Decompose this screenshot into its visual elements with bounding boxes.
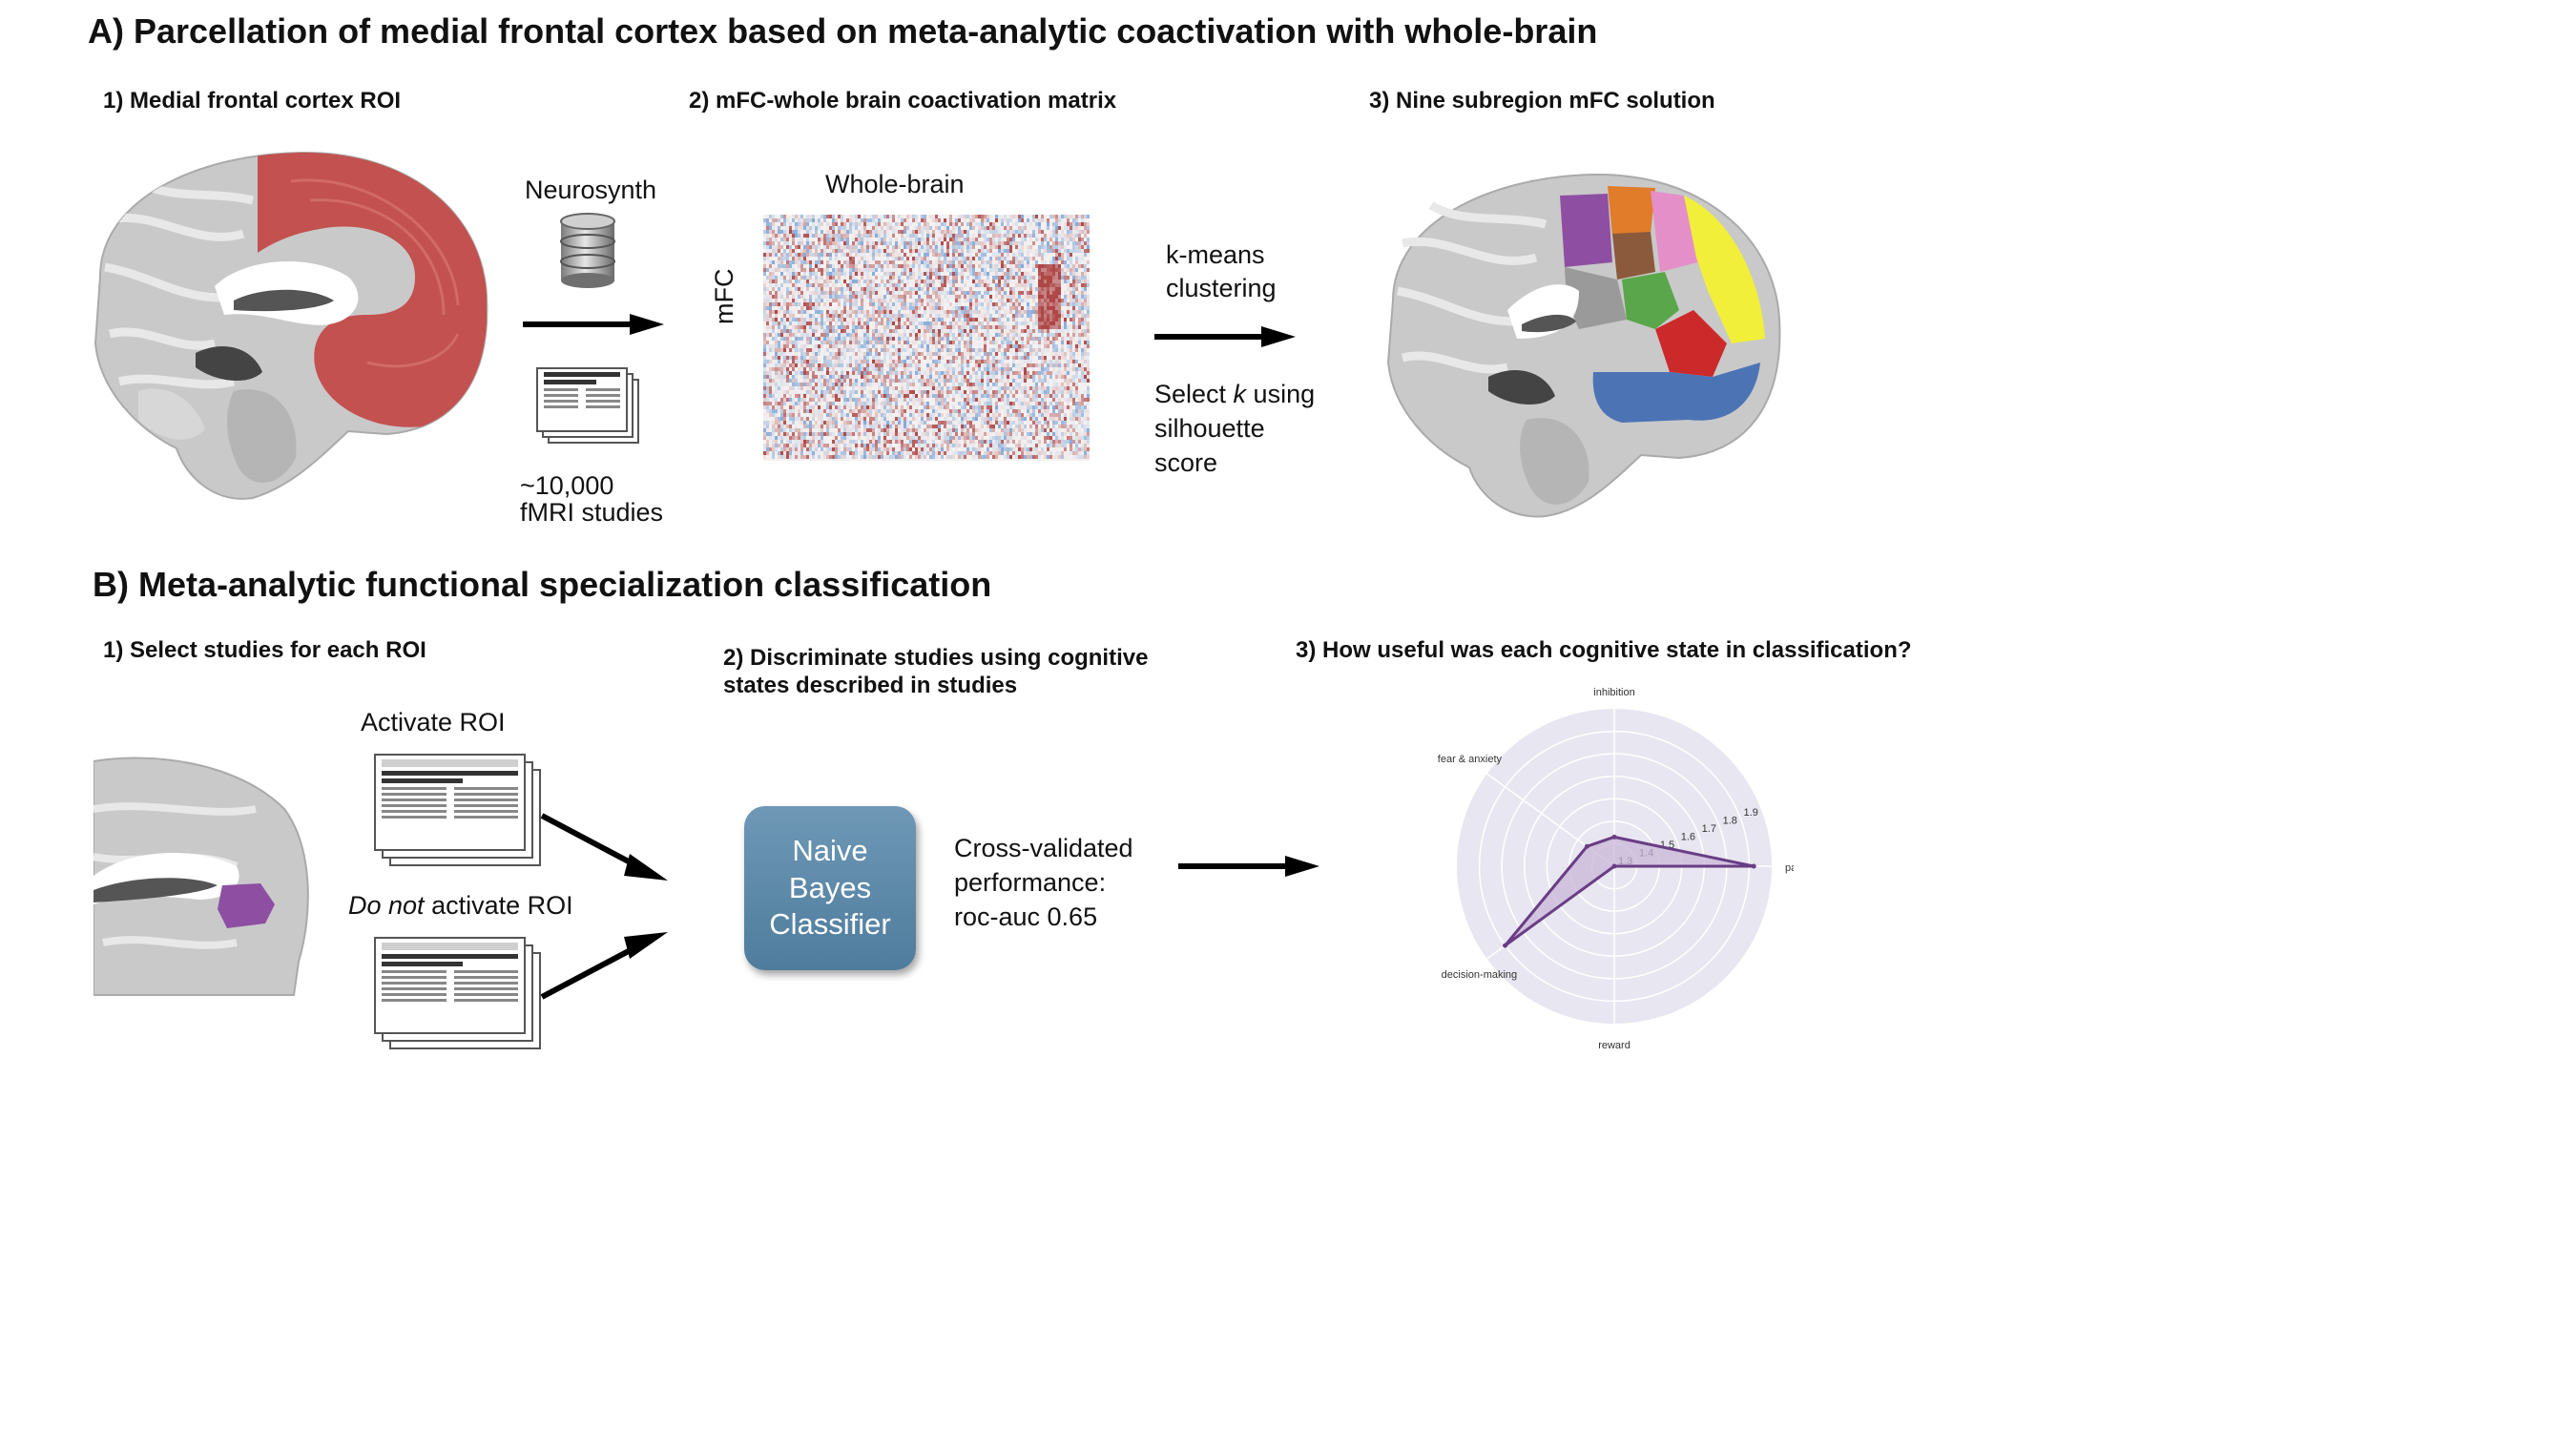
radar-axis-label: decision-making bbox=[1442, 969, 1517, 981]
kmeans-label: k-means bbox=[1166, 240, 1265, 269]
not-activate-roi-label: Do not activate ROI bbox=[348, 891, 573, 920]
database-icon bbox=[560, 213, 615, 288]
classifier-label-line3: Classifier bbox=[769, 907, 891, 942]
matrix-col-label: Whole-brain bbox=[825, 170, 965, 198]
section-a-title: A) Parcellation of medial frontal cortex… bbox=[88, 11, 1598, 51]
a-step2-title: 2) mFC-whole brain coactivation matrix bbox=[689, 88, 1117, 114]
select-k-label: Select k using bbox=[1154, 380, 1316, 408]
radar-tick-label: 1.9 bbox=[1744, 807, 1758, 819]
perf-label-line1: Cross-validated bbox=[954, 834, 1133, 862]
b-step1-title: 1) Select studies for each ROI bbox=[103, 637, 426, 663]
activate-roi-label: Activate ROI bbox=[361, 708, 506, 736]
classifier-label-line2: Bayes bbox=[788, 870, 872, 904]
classifier-label-line1: Naive bbox=[792, 833, 868, 867]
score-label: score bbox=[1154, 448, 1218, 477]
cognitive-state-radar-chart: 1.31.41.51.61.71.81.9inhibitionpainrewar… bbox=[1438, 687, 1794, 1049]
radar-tick-label: 1.7 bbox=[1702, 823, 1716, 835]
radar-axis-label: pain bbox=[1785, 862, 1794, 874]
coactivation-matrix-heatmap bbox=[763, 215, 1090, 461]
brain-mfc-roi-image bbox=[93, 151, 488, 500]
brain-nine-subregions-image bbox=[1386, 173, 1781, 518]
a-step1-title: 1) Medial frontal cortex ROI bbox=[103, 88, 402, 114]
radar-axis-label: fear & anxiety bbox=[1438, 754, 1503, 765]
b-step2-title-line2: states described in studies bbox=[723, 673, 1018, 698]
b-step3-title: 3) How useful was each cognitive state i… bbox=[1296, 637, 1912, 663]
neurosynth-label: Neurosynth bbox=[525, 176, 657, 204]
radar-data-point bbox=[1503, 943, 1508, 948]
radar-data-point bbox=[1611, 863, 1617, 869]
silhouette-label: silhouette bbox=[1154, 414, 1265, 443]
naive-bayes-classifier-box: Naive Bayes Classifier bbox=[744, 806, 916, 970]
converging-arrows-icon bbox=[540, 813, 668, 1000]
paper-stack-icon bbox=[536, 367, 639, 444]
radar-data-point bbox=[1611, 834, 1617, 840]
arrow-right-icon bbox=[1178, 856, 1319, 877]
studies-type-label: fMRI studies bbox=[520, 498, 664, 527]
perf-label-line3: roc-auc 0.65 bbox=[954, 902, 1098, 931]
a-step3-title: 3) Nine subregion mFC solution bbox=[1369, 88, 1715, 114]
brain-purple-roi-image bbox=[93, 757, 309, 996]
radar-tick-label: 1.8 bbox=[1723, 816, 1737, 827]
activate-papers-icon bbox=[374, 754, 541, 866]
radar-data-point bbox=[1751, 863, 1756, 869]
arrow-right-icon bbox=[1154, 326, 1296, 347]
radar-axis-label: reward bbox=[1598, 1040, 1631, 1049]
clustering-label: clustering bbox=[1166, 274, 1277, 302]
radar-data-point bbox=[1584, 843, 1589, 849]
studies-count-label: ~10,000 bbox=[520, 471, 614, 500]
matrix-row-label: mFC bbox=[710, 268, 738, 324]
radar-axis-label: inhibition bbox=[1593, 687, 1634, 698]
radar-series-polygon bbox=[1504, 835, 1755, 947]
radar-tick-label: 1.6 bbox=[1681, 832, 1695, 843]
b-step2-title-line1: 2) Discriminate studies using cognitive bbox=[723, 645, 1149, 671]
section-b-title: B) Meta-analytic functional specializati… bbox=[93, 565, 992, 604]
not-activate-papers-icon bbox=[374, 937, 541, 1049]
arrow-right-icon bbox=[523, 314, 664, 335]
perf-label-line2: performance: bbox=[954, 868, 1107, 897]
